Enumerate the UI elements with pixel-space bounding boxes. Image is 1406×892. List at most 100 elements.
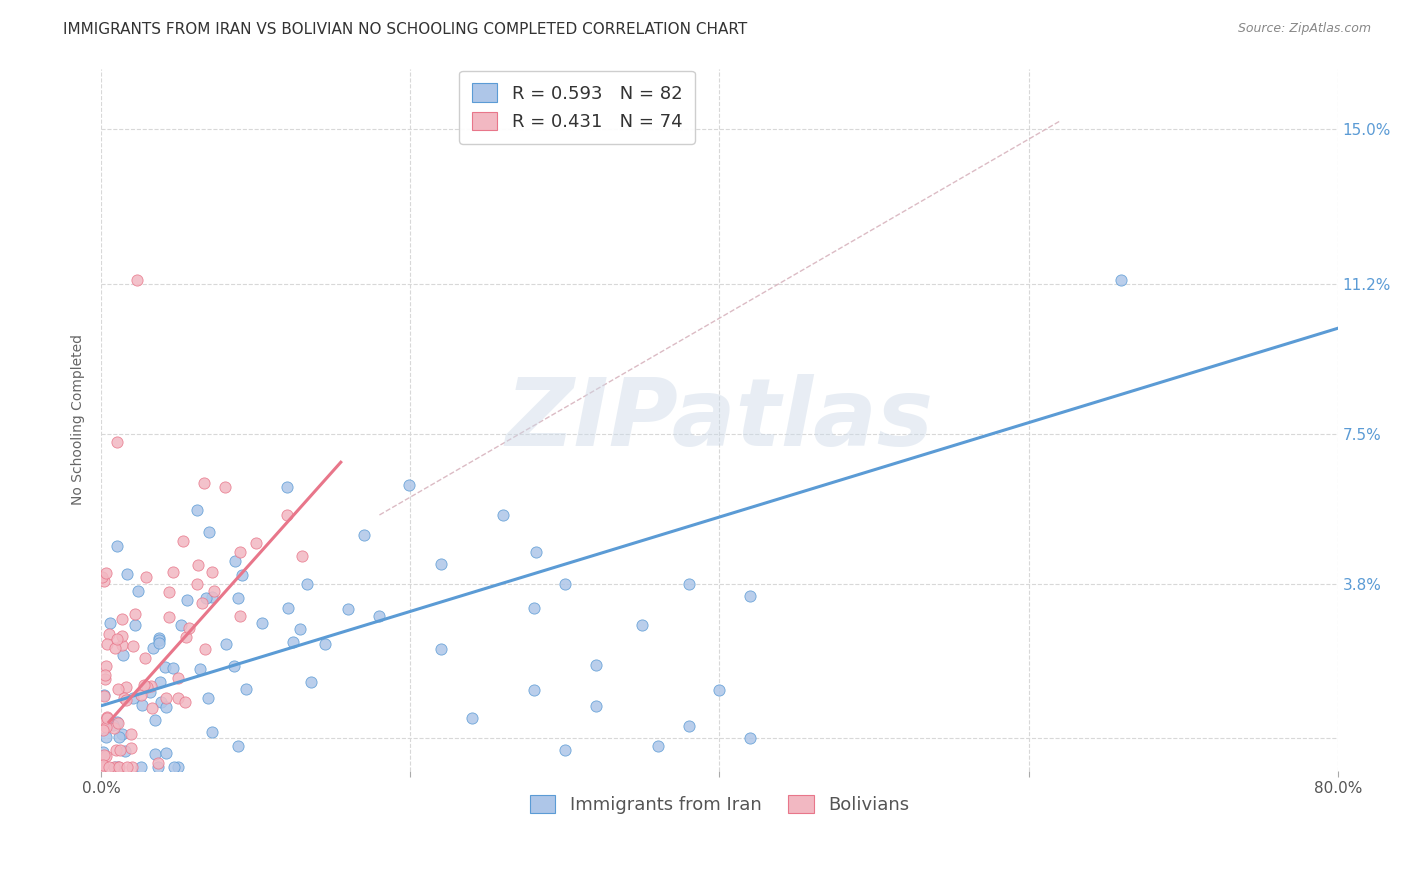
- Point: [398, 478, 420, 492]
- Point: [194, 641, 217, 656]
- Point: [114, 744, 136, 758]
- Point: [430, 641, 453, 656]
- Point: [96, 711, 118, 725]
- Point: [127, 584, 149, 599]
- Point: [1111, 272, 1133, 286]
- Point: [291, 549, 314, 563]
- Point: [631, 617, 654, 632]
- Point: [111, 638, 134, 652]
- Point: [135, 570, 157, 584]
- Point: [678, 719, 700, 733]
- Point: [93, 688, 115, 702]
- Point: [117, 759, 139, 773]
- Point: [195, 591, 218, 605]
- Point: [245, 536, 267, 550]
- Text: IMMIGRANTS FROM IRAN VS BOLIVIAN NO SCHOOLING COMPLETED CORRELATION CHART: IMMIGRANTS FROM IRAN VS BOLIVIAN NO SCHO…: [63, 22, 748, 37]
- Point: [91, 570, 114, 584]
- Point: [149, 695, 172, 709]
- Point: [111, 727, 134, 741]
- Point: [105, 434, 128, 449]
- Point: [131, 698, 153, 713]
- Point: [96, 710, 118, 724]
- Point: [191, 596, 214, 610]
- Point: [104, 640, 127, 655]
- Point: [136, 680, 159, 694]
- Point: [162, 566, 184, 580]
- Point: [115, 693, 138, 707]
- Point: [188, 662, 211, 676]
- Point: [105, 742, 128, 756]
- Point: [276, 508, 298, 522]
- Point: [103, 759, 125, 773]
- Point: [148, 759, 170, 773]
- Y-axis label: No Schooling Completed: No Schooling Completed: [72, 334, 86, 505]
- Point: [235, 682, 257, 697]
- Point: [201, 591, 224, 605]
- Point: [91, 757, 114, 772]
- Point: [368, 609, 391, 624]
- Point: [554, 743, 576, 757]
- Point: [91, 745, 114, 759]
- Point: [186, 577, 208, 591]
- Point: [167, 759, 190, 773]
- Point: [121, 759, 143, 773]
- Point: [250, 616, 273, 631]
- Point: [96, 566, 118, 580]
- Point: [134, 651, 156, 665]
- Point: [105, 540, 128, 554]
- Point: [111, 612, 134, 626]
- Point: [224, 554, 246, 568]
- Point: [101, 717, 124, 731]
- Point: [124, 618, 146, 632]
- Point: [187, 558, 209, 573]
- Point: [172, 534, 194, 549]
- Point: [148, 636, 170, 650]
- Point: [740, 589, 762, 603]
- Point: [201, 725, 224, 739]
- Point: [229, 544, 252, 558]
- Point: [105, 632, 128, 646]
- Point: [98, 627, 121, 641]
- Point: [142, 641, 165, 656]
- Point: [93, 690, 115, 704]
- Point: [108, 759, 131, 773]
- Point: [299, 675, 322, 690]
- Point: [139, 679, 162, 693]
- Point: [157, 610, 180, 624]
- Point: [163, 759, 186, 773]
- Point: [193, 475, 215, 490]
- Point: [155, 691, 177, 706]
- Point: [93, 574, 115, 589]
- Point: [167, 671, 190, 685]
- Point: [111, 629, 134, 643]
- Point: [131, 759, 153, 773]
- Point: [141, 701, 163, 715]
- Point: [226, 591, 249, 606]
- Point: [108, 730, 131, 744]
- Point: [523, 682, 546, 697]
- Point: [96, 637, 118, 651]
- Text: ZIPatlas: ZIPatlas: [505, 374, 934, 466]
- Point: [125, 272, 148, 286]
- Point: [176, 592, 198, 607]
- Point: [148, 631, 170, 645]
- Point: [224, 658, 246, 673]
- Point: [215, 637, 238, 651]
- Point: [132, 678, 155, 692]
- Point: [98, 616, 121, 631]
- Point: [98, 759, 121, 773]
- Point: [153, 660, 176, 674]
- Point: [290, 622, 312, 636]
- Point: [108, 743, 131, 757]
- Point: [91, 759, 114, 773]
- Point: [148, 756, 170, 770]
- Point: [105, 715, 128, 730]
- Point: [214, 479, 236, 493]
- Point: [231, 568, 253, 582]
- Point: [107, 682, 129, 697]
- Point: [554, 577, 576, 591]
- Point: [155, 699, 177, 714]
- Point: [277, 600, 299, 615]
- Point: [94, 672, 117, 686]
- Point: [96, 749, 118, 764]
